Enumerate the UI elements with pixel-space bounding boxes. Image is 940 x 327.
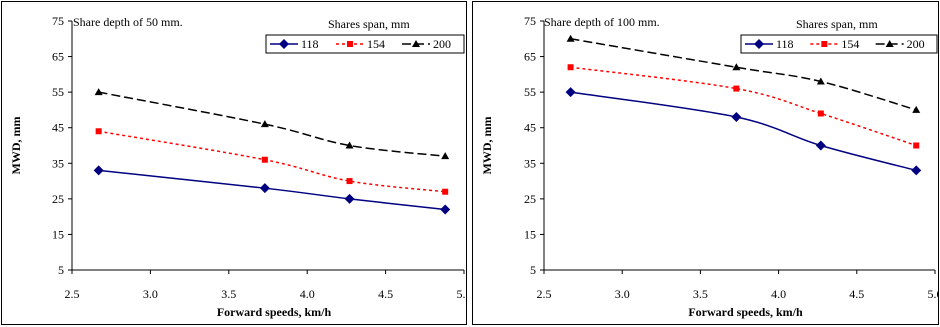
data-point-118 bbox=[93, 165, 104, 176]
x-tick-label: 2.5 bbox=[65, 287, 80, 301]
series-200 bbox=[566, 34, 921, 113]
data-point-200 bbox=[260, 120, 269, 128]
legend-label-200: 200 bbox=[433, 37, 451, 51]
y-tick-label: 25 bbox=[52, 192, 64, 206]
legend-title: Shares span, mm bbox=[796, 17, 878, 31]
y-tick-label: 75 bbox=[52, 14, 64, 28]
series-line-200 bbox=[98, 91, 446, 157]
data-point-118 bbox=[565, 87, 576, 98]
data-point-154 bbox=[567, 64, 574, 71]
data-point-154 bbox=[95, 128, 102, 135]
series-118 bbox=[565, 87, 922, 176]
y-tick-label: 65 bbox=[52, 50, 64, 64]
data-point-200 bbox=[94, 88, 103, 96]
x-tick-label: 3.0 bbox=[615, 287, 630, 301]
depth-annotation: Share depth of 100 mm. bbox=[544, 15, 660, 29]
y-tick-label: 55 bbox=[524, 85, 536, 99]
y-tick-label: 35 bbox=[524, 156, 536, 170]
data-point-200 bbox=[566, 34, 575, 42]
y-tick-label: 45 bbox=[52, 121, 64, 135]
y-tick-label: 55 bbox=[52, 85, 64, 99]
y-tick-label: 15 bbox=[524, 227, 536, 241]
y-tick-label: 65 bbox=[524, 50, 536, 64]
y-tick-label: 45 bbox=[524, 121, 536, 135]
data-point-118 bbox=[815, 140, 826, 151]
data-point-154 bbox=[817, 110, 824, 117]
legend-marker-118 bbox=[279, 39, 289, 49]
y-tick-label: 5 bbox=[58, 263, 64, 277]
series-line-118 bbox=[570, 91, 917, 172]
legend-marker-154 bbox=[347, 41, 353, 47]
legend-marker-200 bbox=[885, 40, 894, 47]
data-point-118 bbox=[259, 183, 270, 194]
x-tick-label: 4.0 bbox=[300, 287, 315, 301]
legend-box bbox=[740, 34, 938, 54]
data-point-200 bbox=[912, 105, 921, 113]
y-axis-title: MWD, mm bbox=[480, 117, 494, 175]
series-line-200 bbox=[570, 38, 917, 111]
data-point-118 bbox=[440, 204, 451, 215]
data-point-200 bbox=[345, 141, 354, 149]
series-154 bbox=[567, 64, 920, 149]
legend-marker-154 bbox=[821, 41, 828, 47]
y-tick-label: 75 bbox=[524, 14, 536, 28]
legend: 118 154 200 bbox=[265, 34, 465, 54]
data-point-200 bbox=[816, 77, 825, 85]
depth-annotation: Share depth of 50 mm. bbox=[73, 15, 183, 29]
data-point-118 bbox=[911, 165, 922, 176]
x-tick-label: 3.5 bbox=[221, 287, 236, 301]
y-tick-label: 25 bbox=[524, 192, 536, 206]
chart-panel-depth-50: 5 15 25 35 45 55 65 75 2.5 3.0 3.5 4.0 4.5 5.0 Forward… bbox=[1, 1, 467, 325]
x-tick-label: 4.5 bbox=[378, 287, 393, 301]
data-point-118 bbox=[344, 193, 355, 204]
y-tick-label: 15 bbox=[52, 227, 64, 241]
legend-label-118: 118 bbox=[301, 37, 319, 51]
x-tick-label: 5.0 bbox=[928, 287, 939, 301]
series-154 bbox=[95, 128, 449, 195]
legend-label-154: 154 bbox=[841, 37, 859, 51]
data-point-154 bbox=[442, 188, 449, 195]
data-point-118 bbox=[731, 112, 742, 123]
x-tick-label: 4.0 bbox=[771, 287, 786, 301]
data-point-200 bbox=[441, 152, 450, 160]
x-tick-label: 2.5 bbox=[537, 287, 552, 301]
series-118 bbox=[93, 165, 451, 215]
legend-marker-118 bbox=[754, 39, 764, 49]
data-point-154 bbox=[733, 85, 740, 92]
x-axis-title: Forward speeds, km/h bbox=[217, 305, 332, 319]
legend-label-154: 154 bbox=[367, 37, 385, 51]
data-point-154 bbox=[913, 142, 920, 149]
legend-label-200: 200 bbox=[907, 37, 925, 51]
legend-label-118: 118 bbox=[776, 37, 794, 51]
chart-100mm: 5 15 25 35 45 55 65 75 2.5 3.0 3.5 4.0 4.5 5.0 Forward… bbox=[480, 14, 939, 319]
series-line-154 bbox=[98, 130, 446, 193]
legend-title: Shares span, mm bbox=[328, 17, 410, 31]
data-point-154 bbox=[346, 178, 353, 185]
y-tick-label: 35 bbox=[52, 156, 64, 170]
x-tick-label: 3.5 bbox=[693, 287, 708, 301]
x-axis-title: Forward speeds, km/h bbox=[688, 305, 803, 319]
x-tick-label: 4.5 bbox=[849, 287, 864, 301]
legend-box bbox=[265, 34, 465, 54]
legend-marker-200 bbox=[412, 40, 420, 47]
chart-panel-depth-100: 5 15 25 35 45 55 65 75 2.5 3.0 3.5 4.0 4.5 5.0 Forward… bbox=[472, 1, 939, 325]
y-axis-title: MWD, mm bbox=[9, 117, 23, 175]
y-tick-label: 5 bbox=[530, 263, 536, 277]
data-point-200 bbox=[732, 63, 741, 71]
x-tick-label: 3.0 bbox=[143, 287, 158, 301]
legend: 118 154 200 bbox=[740, 34, 938, 54]
series-line-154 bbox=[570, 66, 917, 147]
series-line-118 bbox=[98, 169, 446, 211]
chart-50mm: 5 15 25 35 45 55 65 75 2.5 3.0 3.5 4.0 4.5 5.0 Forward… bbox=[9, 14, 467, 319]
data-point-154 bbox=[261, 156, 268, 163]
series-200 bbox=[94, 88, 450, 160]
x-tick-label: 5.0 bbox=[457, 287, 467, 301]
